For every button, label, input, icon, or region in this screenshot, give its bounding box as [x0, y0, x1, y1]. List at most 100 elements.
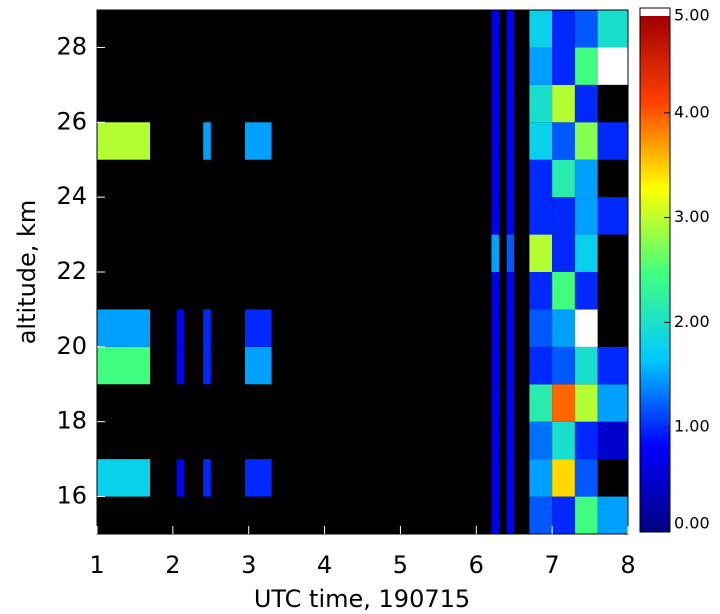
y-tick-label: 24: [56, 182, 87, 210]
heatmap-cell: [176, 309, 185, 347]
heatmap-cell: [506, 384, 515, 422]
heatmap-cell: [97, 122, 151, 160]
heatmap-cell: [491, 197, 500, 235]
heatmap-cell: [244, 459, 272, 497]
heatmap-cell: [491, 10, 500, 48]
heatmap-cell: [491, 309, 500, 347]
heatmap-cell: [552, 421, 575, 460]
heatmap-cell: [574, 459, 598, 497]
heatmap-cell: [97, 309, 151, 347]
heatmap-cell: [529, 421, 553, 460]
heatmap-cell: [203, 309, 211, 347]
colorbar-tick-label: 4.00: [674, 102, 710, 121]
heatmap-cell: [552, 10, 575, 48]
x-tick-label: 3: [241, 551, 256, 579]
x-tick-label: 4: [317, 551, 332, 579]
heatmap-cell: [552, 459, 575, 497]
heatmap-cell: [574, 122, 598, 160]
heatmap-cell: [529, 384, 553, 422]
heatmap-cell: [491, 47, 500, 85]
heatmap-cell: [529, 459, 553, 497]
colorbar: [639, 7, 671, 533]
heatmap-cell: [491, 496, 500, 534]
heatmap-cell: [491, 234, 500, 272]
heatmap-cell: [552, 496, 575, 534]
heatmap-cell: [574, 346, 598, 385]
heatmap-cell: [506, 47, 515, 85]
heatmap-cell: [491, 384, 500, 422]
heatmap-cell: [597, 346, 628, 385]
x-tick-label: 8: [620, 551, 635, 579]
y-tick-label: 28: [56, 32, 87, 60]
heatmap-cell: [552, 309, 575, 347]
heatmap-cell: [552, 384, 575, 422]
heatmap-cell: [203, 346, 211, 385]
x-tick-label: 2: [165, 551, 180, 579]
heatmap-cell: [529, 496, 553, 534]
heatmap-cell: [552, 84, 575, 123]
colorbar-tick-label: 5.00: [674, 6, 710, 25]
x-tick-label: 6: [469, 551, 484, 579]
heatmap-cell: [574, 496, 598, 534]
heatmap-cell: [491, 159, 500, 198]
heatmap-cell: [529, 84, 553, 123]
y-tick-label: 18: [56, 407, 87, 435]
heatmap-cell: [529, 197, 553, 235]
heatmap-cell: [506, 496, 515, 534]
heatmap-cell: [244, 346, 272, 385]
x-tick-label: 1: [89, 551, 104, 579]
heatmap-cell: [574, 47, 598, 85]
heatmap-cell: [529, 159, 553, 198]
colorbar-tick-label: 0.00: [674, 514, 710, 533]
heatmap-cell: [506, 459, 515, 497]
x-axis-label: UTC time, 190715: [254, 585, 470, 613]
x-tick-label: 5: [393, 551, 408, 579]
heatmap-cell: [203, 459, 211, 497]
heatmap-cell: [529, 47, 553, 85]
heatmap-cell: [506, 272, 515, 310]
x-tick-label: 7: [545, 551, 560, 579]
colorbar-tick-label: 2.00: [674, 312, 710, 331]
heatmap-cell: [529, 272, 553, 310]
heatmap-cell: [529, 234, 553, 272]
heatmap-cell: [529, 346, 553, 385]
y-tick-label: 26: [56, 107, 87, 135]
y-tick-label: 20: [56, 332, 87, 360]
heatmap-cell: [597, 496, 628, 534]
heatmap-cell: [506, 159, 515, 198]
colorbar-tick-label: 1.00: [674, 417, 710, 436]
heatmap-cell: [491, 84, 500, 123]
heatmap-cell: [552, 47, 575, 85]
y-axis-label: altitude, km: [13, 200, 41, 345]
heatmap-cell: [506, 10, 515, 48]
heatmap-cell: [506, 421, 515, 460]
heatmap-cell: [491, 272, 500, 310]
heatmap-cell: [574, 309, 598, 347]
heatmap-cell: [176, 346, 185, 385]
heatmap-cell: [574, 197, 598, 235]
heatmap-cell: [491, 346, 500, 385]
heatmap-cell: [491, 459, 500, 497]
heatmap-cell: [597, 47, 628, 85]
heatmap-cell: [506, 346, 515, 385]
heatmap-cell: [552, 272, 575, 310]
heatmap-cell: [574, 234, 598, 272]
heatmap-cell: [176, 459, 185, 497]
colorbar-tick-label: 3.00: [674, 207, 710, 226]
heatmap-cell: [597, 384, 628, 422]
heatmap-cell: [506, 84, 515, 123]
heatmap-cell: [203, 122, 211, 160]
heatmap-cell: [244, 122, 272, 160]
heatmap-cell: [97, 346, 151, 385]
heatmap-cell: [506, 309, 515, 347]
heatmap-cell: [244, 309, 272, 347]
heatmap-cell: [491, 421, 500, 460]
heatmap-cell: [97, 459, 151, 497]
heatmap-cell: [552, 159, 575, 198]
heatmap-cell: [506, 234, 515, 272]
y-tick-label: 16: [56, 482, 87, 510]
heatmap-cell: [529, 10, 553, 48]
heatmap-cell: [597, 197, 628, 235]
heatmap-cell: [597, 10, 628, 48]
